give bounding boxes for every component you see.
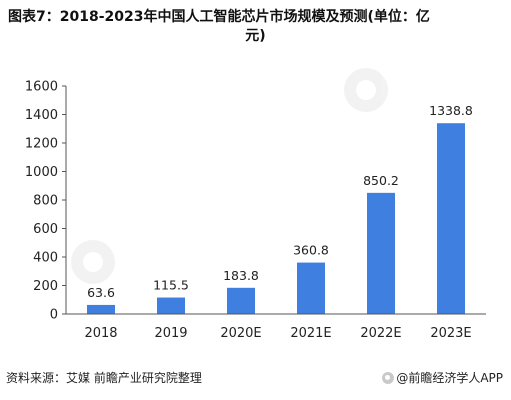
bar-2019 [157,297,185,314]
x-tick-label: 2018 [84,326,117,341]
bars: 63.6 115.5 183.8 360.8 850.2 1338.8 [87,103,473,314]
data-label: 115.5 [153,278,189,293]
data-label: 1338.8 [429,103,473,118]
y-tick-label: 0 [50,308,58,323]
chart-title: 图表7：2018-2023年中国人工智能芯片市场规模及预测(单位：亿 元) [8,8,503,46]
data-label: 360.8 [293,243,329,258]
bar-2020E [227,287,255,314]
y-tick-label: 1000 [25,165,58,180]
chart-title-line1: 图表7：2018-2023年中国人工智能芯片市场规模及预测(单位：亿 [8,9,430,25]
y-tick-label: 600 [33,222,58,237]
data-label: 850.2 [363,173,399,188]
source-note: 资料来源：艾媒 前瞻产业研究院整理 [6,371,202,385]
x-tick-label: 2019 [154,326,187,341]
y-tick-label: 200 [33,279,58,294]
data-label: 63.6 [87,285,115,300]
x-tick-label: 2023E [430,326,471,341]
x-tick-label: 2021E [290,326,331,341]
brand-text: @前瞻经济学人APP [396,371,503,385]
bar-2021E [297,262,325,314]
y-tick-label: 400 [33,251,58,266]
data-label: 183.8 [223,268,259,283]
y-tick-label: 800 [33,194,58,209]
y-tick-label: 1400 [25,108,58,123]
brand-logo-icon [382,371,395,384]
x-tick-label: 2022E [360,326,401,341]
y-tick-label: 1600 [25,80,58,95]
chart-title-line2: 元) [245,28,266,44]
bar-2023E [437,123,465,314]
y-axis: 0 200 400 600 800 1000 1200 1400 1600 [25,80,67,323]
x-axis: 2018 2019 2020E 2021E 2022E 2023E [66,313,486,341]
bar-2022E [367,192,395,314]
brand-credit: @前瞻经济学人APP [382,369,503,386]
watermark-logo [71,68,388,284]
y-tick-label: 1200 [25,137,58,152]
bar-2018 [87,304,115,314]
x-tick-label: 2020E [220,326,261,341]
